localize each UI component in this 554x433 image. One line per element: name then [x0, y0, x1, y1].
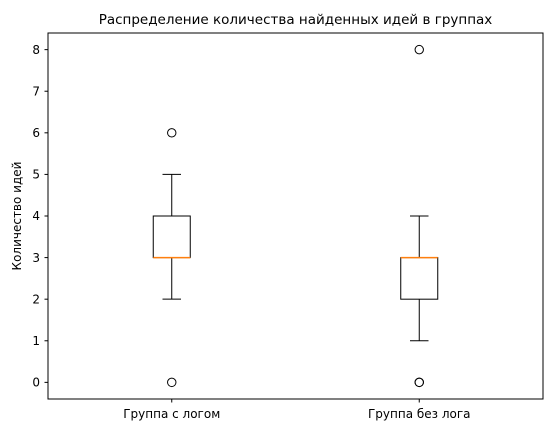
- y-axis: 0 1 2 3 4 5 6 7 8: [32, 43, 48, 390]
- y-tick-label: 8: [32, 43, 40, 57]
- x-axis: Группа с логом Группа без лога: [123, 399, 471, 421]
- y-tick-label: 3: [32, 251, 40, 265]
- y-tick-label: 2: [32, 292, 40, 306]
- x-tick-label: Группа с логом: [123, 407, 220, 421]
- y-tick-label: 4: [32, 209, 40, 223]
- outlier-point: [414, 44, 424, 55]
- x-tick-label: Группа без лога: [368, 407, 471, 421]
- y-tick-label: 1: [32, 334, 40, 348]
- outlier-point: [167, 128, 177, 138]
- chart-title: Распределение количества найденных идей …: [99, 12, 493, 28]
- box: [400, 257, 439, 300]
- y-tick-label: 7: [32, 84, 40, 98]
- outlier-point: [167, 377, 177, 388]
- box-group: [400, 44, 439, 388]
- y-tick-label: 6: [32, 126, 40, 140]
- boxes-layer: [152, 44, 439, 388]
- y-tick-label: 0: [32, 376, 40, 390]
- y-tick-label: 5: [32, 168, 40, 182]
- box: [152, 215, 191, 259]
- y-axis-label: Количество идей: [10, 162, 24, 271]
- box-group: [152, 128, 191, 388]
- plot-area-frame: [47, 32, 544, 400]
- outlier-point: [414, 377, 424, 388]
